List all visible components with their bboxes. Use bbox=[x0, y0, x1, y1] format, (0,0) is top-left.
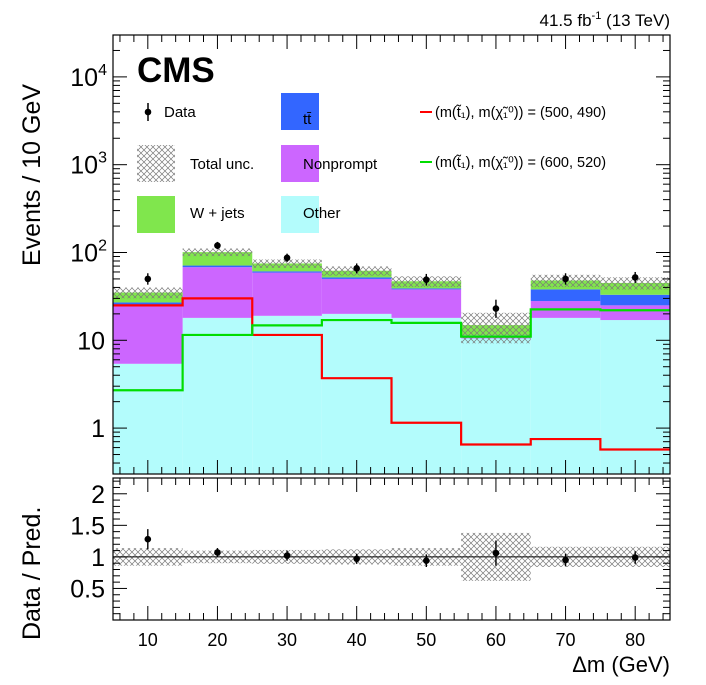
ratio-point-2 bbox=[214, 549, 221, 556]
stack-bar-nonprompt-2 bbox=[182, 267, 253, 318]
legend-data-marker bbox=[144, 108, 152, 116]
legend-ttbar-swatch bbox=[281, 93, 319, 130]
data-point-7 bbox=[562, 275, 569, 283]
legend-other-swatch bbox=[281, 196, 319, 233]
signal-line-2 bbox=[113, 308, 670, 392]
x-tick-label-3: 30 bbox=[277, 630, 297, 650]
x-tick-label-1: 10 bbox=[138, 630, 158, 650]
stack-bar-other-1 bbox=[113, 363, 183, 474]
legend-unc-swatch bbox=[137, 145, 175, 182]
stack-bar-tt-5 bbox=[391, 288, 462, 290]
stack-bar-other-7 bbox=[530, 317, 601, 474]
stack-bar-other-6 bbox=[461, 338, 531, 474]
ratio-point-8 bbox=[631, 554, 639, 561]
stack-bar-other-5 bbox=[391, 317, 462, 474]
axes-layer: 1 10 102 103 104 0.5 1 1.5 2 10 20 30 40 50 60 70 80 bbox=[70, 34, 671, 650]
stack-bar-other-3 bbox=[252, 315, 322, 474]
ratio-point-4 bbox=[353, 555, 360, 563]
signal-layer bbox=[113, 297, 670, 451]
x-tick-label-2: 20 bbox=[207, 630, 227, 650]
stack-bar-other-4 bbox=[321, 313, 392, 474]
unc-band-6 bbox=[461, 312, 531, 344]
ratio-point-1 bbox=[144, 535, 152, 543]
stack-bar-nonprompt-4 bbox=[321, 278, 392, 314]
legend-unc-label: Total unc. bbox=[190, 156, 254, 173]
data-point-8 bbox=[631, 274, 639, 281]
y-tick-label-top-3: 102 bbox=[70, 237, 107, 267]
stack-bar-nonprompt-8 bbox=[600, 305, 670, 321]
stack-bar-tt-3 bbox=[252, 271, 322, 273]
y-tick-label-top-5: 104 bbox=[70, 62, 107, 92]
legend-nonprompt-label: Nonprompt bbox=[303, 156, 378, 173]
stack-bar-tt-4 bbox=[321, 277, 392, 279]
legend-other-label: Other bbox=[303, 205, 341, 222]
data-point-4 bbox=[353, 265, 360, 272]
x-tick-label-8: 80 bbox=[625, 630, 645, 650]
signal-line-1 bbox=[113, 297, 670, 451]
legend-signal1-label: (m(t̃₁), m(χ̃₁⁰)) = (500, 490) bbox=[435, 104, 606, 121]
y-tick-label-bottom-4: 2 bbox=[91, 481, 105, 509]
legend-wjets-swatch bbox=[137, 196, 175, 233]
stack-bar-other-2 bbox=[182, 317, 253, 474]
ratio-point-6 bbox=[492, 549, 500, 557]
y-tick-label-bottom-2: 1 bbox=[91, 544, 105, 572]
y-tick-label-bottom-1: 0.5 bbox=[70, 575, 105, 603]
x-axis-title: Δm (GeV) bbox=[572, 652, 670, 677]
ratio-point-3 bbox=[283, 552, 291, 559]
legend-data-label: Data bbox=[164, 104, 196, 121]
unc-band-2 bbox=[182, 248, 253, 257]
y-tick-label-bottom-3: 1.5 bbox=[70, 512, 105, 540]
unc-band-3 bbox=[252, 259, 322, 268]
y-tick-label-top-4: 103 bbox=[70, 150, 107, 180]
data-point-6 bbox=[492, 305, 500, 312]
experiment-label: CMS bbox=[137, 51, 215, 90]
top-pad-frame bbox=[112, 34, 671, 475]
stack-bar-nonprompt-1 bbox=[113, 305, 183, 364]
legend-ttbar-label: tt̄ bbox=[303, 111, 312, 128]
data-point-3 bbox=[283, 254, 291, 262]
stack-bar-tt-8 bbox=[600, 294, 670, 306]
x-tick-label-6: 60 bbox=[486, 630, 506, 650]
data-point-1 bbox=[144, 275, 152, 283]
y-tick-label-top-2: 10 bbox=[77, 327, 105, 355]
legend: Data tt̄ (m(t̃₁), m(χ̃₁⁰)) = (500, 490) … bbox=[137, 93, 606, 233]
x-tick-label-4: 40 bbox=[347, 630, 367, 650]
ratio-point-7 bbox=[562, 556, 569, 564]
legend-signal2-label: (m(t̃₁), m(χ̃₁⁰)) = (600, 520) bbox=[435, 154, 606, 171]
stack-bar-tt-1 bbox=[113, 302, 183, 306]
data-points-layer bbox=[144, 241, 639, 318]
stack-bar-nonprompt-3 bbox=[252, 272, 322, 316]
unc-band-1 bbox=[113, 287, 183, 299]
y-tick-label-top-1: 1 bbox=[91, 415, 105, 443]
ratio-point-5 bbox=[423, 557, 430, 564]
ratio-layer bbox=[113, 529, 670, 581]
bottom-pad-frame bbox=[112, 477, 671, 621]
data-point-5 bbox=[423, 276, 430, 283]
data-point-2 bbox=[214, 242, 221, 249]
lumi-label: 41.5 fb-1 (13 TeV) bbox=[540, 10, 670, 30]
y-axis-title-bottom: Data / Pred. bbox=[18, 507, 46, 640]
x-tick-label-7: 70 bbox=[556, 630, 576, 650]
stack-bar-nonprompt-5 bbox=[391, 289, 462, 318]
legend-wjets-label: W + jets bbox=[190, 205, 245, 222]
legend-nonprompt-swatch bbox=[281, 145, 319, 182]
x-tick-label-5: 50 bbox=[416, 630, 436, 650]
unc-band-8 bbox=[600, 277, 670, 290]
stack-bar-tt-2 bbox=[182, 265, 253, 268]
stack-bar-tt-7 bbox=[530, 289, 601, 302]
y-axis-title-top: Events / 10 GeV bbox=[18, 84, 46, 266]
stack-layer bbox=[113, 252, 670, 474]
stack-bar-other-8 bbox=[600, 320, 670, 474]
